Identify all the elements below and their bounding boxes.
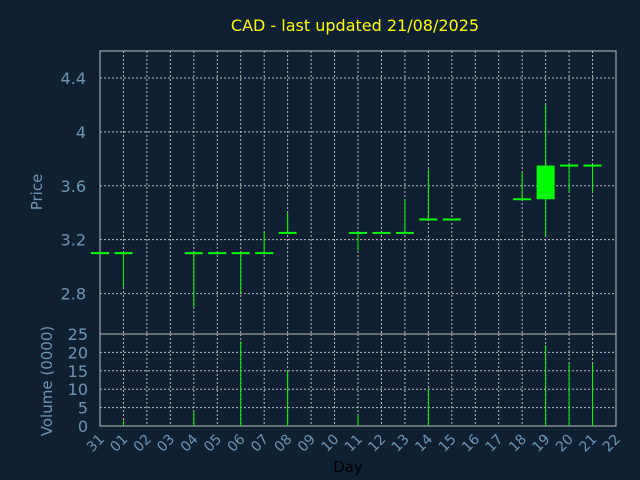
candle-body xyxy=(208,252,227,255)
x-tick-label: 12 xyxy=(365,432,389,456)
candle-body xyxy=(231,252,250,255)
x-tick-label: 05 xyxy=(201,432,225,456)
x-tick-label: 19 xyxy=(530,432,554,456)
price-tick-label: 2.8 xyxy=(61,285,86,304)
candle-body xyxy=(560,164,579,167)
x-tick-label: 16 xyxy=(459,431,483,455)
x-tick-label: 02 xyxy=(131,432,155,456)
price-tick-label: 3.2 xyxy=(61,231,86,250)
candle-body xyxy=(395,231,414,234)
chart-title: CAD - last updated 21/08/2025 xyxy=(231,16,479,35)
x-tick-label: 06 xyxy=(225,431,249,455)
price-tick-label: 4.4 xyxy=(61,69,86,88)
price-panel: 2.8 3.2 3.6 4 4.4 xyxy=(61,50,617,335)
candle-body xyxy=(349,231,367,234)
candle-body xyxy=(278,231,297,234)
x-tick-label: 11 xyxy=(342,432,366,456)
price-tick-label: 3.6 xyxy=(61,177,86,196)
candle-body xyxy=(442,218,461,221)
x-tick-label: 20 xyxy=(553,432,577,456)
price-tick-label: 4 xyxy=(76,123,86,142)
volume-tick-label: 15 xyxy=(68,362,88,381)
x-tick-label: 04 xyxy=(178,431,202,455)
volume-tick-label: 0 xyxy=(78,417,88,436)
volume-axis-label: Volume (0000) xyxy=(38,326,56,436)
x-tick-label: 14 xyxy=(412,431,436,455)
x-tick-label: 15 xyxy=(436,432,460,456)
candle-body xyxy=(419,218,438,221)
x-tick-label: 22 xyxy=(600,432,624,456)
x-tick-label: 21 xyxy=(576,432,600,456)
x-tick-label: 17 xyxy=(483,432,507,456)
x-axis-label: Day xyxy=(333,458,363,476)
candle-body xyxy=(583,164,602,167)
candle-body xyxy=(513,198,532,201)
volume-tick-label: 5 xyxy=(78,399,88,418)
price-axis-label: Price xyxy=(28,174,46,211)
x-tick-label: 03 xyxy=(154,432,178,456)
candle-body xyxy=(255,252,274,255)
x-tick-label: 01 xyxy=(107,432,131,456)
x-tick-label: 10 xyxy=(318,432,342,456)
candle-body xyxy=(372,231,391,234)
x-tick-label: 18 xyxy=(506,432,530,456)
x-tick-label: 09 xyxy=(295,432,319,456)
candle-body xyxy=(184,252,203,255)
x-axis: 31 01 02 03 04 05 06 07 08 09 10 11 12 13 14 15 16 17 18 19… xyxy=(84,431,624,455)
x-tick-label: 07 xyxy=(248,432,272,456)
x-tick-label: 08 xyxy=(272,432,296,456)
candle-body xyxy=(91,252,109,255)
candle-body xyxy=(536,165,555,200)
x-tick-label: 13 xyxy=(389,432,413,456)
volume-tick-label: 10 xyxy=(68,380,88,399)
candle-body xyxy=(114,252,133,255)
volume-tick-label: 20 xyxy=(68,343,88,362)
volume-tick-label: 25 xyxy=(68,325,88,344)
